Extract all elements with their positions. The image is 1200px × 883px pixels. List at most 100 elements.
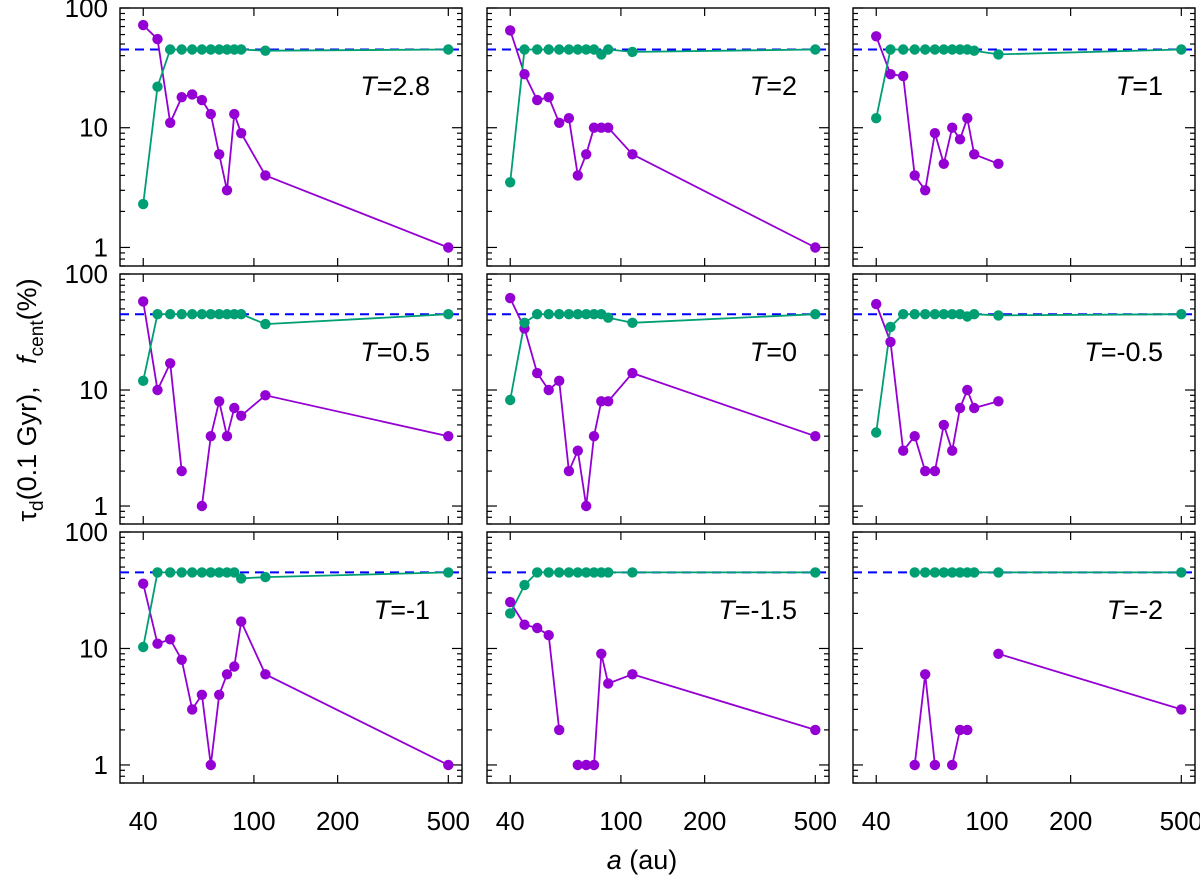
tau-series-point <box>954 724 966 736</box>
x-tick-label: 500 <box>794 806 837 836</box>
tau-series-point <box>938 158 949 169</box>
fcent-series-point <box>810 44 821 55</box>
tau-series-point <box>627 669 638 680</box>
fcent-series-line <box>875 313 1182 433</box>
panel-4: 1 10 100 T=0.5 <box>65 259 463 525</box>
tau-series-point <box>962 724 973 736</box>
tau-series-point <box>929 465 941 477</box>
panel-label-value: =-1 <box>390 595 430 625</box>
tau-series-line <box>913 674 936 766</box>
fcent-series-point <box>885 321 896 333</box>
tau-series-point <box>505 25 516 36</box>
fcent-series-point <box>603 44 614 55</box>
fcent-series-point <box>176 567 187 578</box>
fcent-series-point <box>221 44 233 55</box>
tau-series-point <box>810 724 821 736</box>
tau-series-point <box>810 242 821 253</box>
fcent-series-point <box>572 309 583 320</box>
x-tick-label: 40 <box>129 806 158 836</box>
panel-3: T=1 <box>852 7 1196 267</box>
tau-series-point <box>221 431 233 442</box>
tau-series-point <box>885 336 896 348</box>
fcent-series-point <box>532 567 543 578</box>
fcent-series-point <box>993 49 1004 60</box>
fcent-series-point <box>929 309 941 320</box>
fcent-series-point <box>993 310 1004 321</box>
tau-series-point <box>505 292 516 304</box>
fcent-series-point <box>627 317 638 328</box>
tau-series-point <box>176 92 187 103</box>
tau-series-point <box>532 367 543 379</box>
fcent-series-point <box>554 44 565 55</box>
panel-label-value: =1 <box>1132 71 1163 101</box>
fcent-series-point <box>920 567 931 578</box>
tau-series-point <box>993 648 1004 659</box>
fcent-series-point <box>581 567 592 578</box>
tau-series-point <box>627 149 638 160</box>
fcent-series-point <box>236 573 247 584</box>
fcent-series-point <box>1176 309 1187 320</box>
fcent-series-point <box>165 309 176 320</box>
tau-series-point <box>214 689 225 700</box>
tau-series-point <box>572 759 583 771</box>
fcent-series-point <box>810 567 821 578</box>
tau-series-point <box>221 669 233 680</box>
fcent-series-point <box>554 567 565 578</box>
tau-series-point <box>898 445 909 456</box>
panel-frame <box>486 531 830 784</box>
tau-series-line <box>509 601 561 730</box>
fcent-series-point <box>909 309 920 320</box>
fcent-series-point <box>260 318 271 330</box>
tau-series-point <box>627 367 638 379</box>
tau-series-point <box>152 384 163 396</box>
fcent-series-point <box>810 309 821 320</box>
tau-series-point <box>596 648 607 659</box>
x-title-unit: (au) <box>622 845 678 875</box>
y-tick-label: 100 <box>65 0 108 23</box>
tau-series-point <box>938 419 949 431</box>
fcent-series-point <box>588 44 600 55</box>
tau-series-point <box>229 108 240 120</box>
fcent-series-point <box>221 567 233 578</box>
y-title-tau-sub: d <box>27 500 48 511</box>
fcent-series-point <box>260 45 271 56</box>
fcent-series-point <box>563 567 575 578</box>
tau-series-point <box>221 185 233 196</box>
y-title-tau: τ <box>12 511 42 522</box>
fcent-series-point <box>196 567 208 578</box>
fcent-series-point <box>221 309 233 320</box>
panel-label-symbol: T <box>1107 595 1126 625</box>
panel-label: T=-2 <box>1107 595 1163 625</box>
panel-label: T=-1 <box>374 595 430 625</box>
fcent-series-point <box>1176 44 1187 55</box>
tau-series-line <box>509 297 816 507</box>
fcent-series-point <box>236 44 247 55</box>
fcent-series-point <box>588 567 600 578</box>
tau-series-point <box>947 759 958 771</box>
fcent-series-point <box>205 309 216 320</box>
tau-series-point <box>196 94 208 106</box>
tau-series-point <box>138 296 149 307</box>
panel-label-symbol: T <box>360 71 379 101</box>
fcent-series-point <box>947 567 958 578</box>
panel-5: T=0 <box>486 273 830 525</box>
panel-label: T=1 <box>1116 71 1163 101</box>
fcent-series-point <box>929 44 941 55</box>
tau-series-point <box>236 128 247 139</box>
y-tick-label: 1 <box>94 232 108 262</box>
fcent-series-point <box>519 579 530 591</box>
fcent-series-point <box>543 309 554 320</box>
panel-label-value: =-1.5 <box>735 595 797 625</box>
panel-6: T=-0.5 <box>852 273 1196 525</box>
svg-text:a (au): a (au) <box>607 845 678 875</box>
fcent-series-point <box>505 177 516 188</box>
fcent-series-point <box>871 113 882 124</box>
tau-series-point <box>519 69 530 80</box>
fcent-series-point <box>187 567 198 578</box>
y-tick-label: 10 <box>79 633 108 663</box>
fcent-series-point <box>627 567 638 578</box>
fcent-series-point <box>920 309 931 320</box>
fcent-series-point <box>563 309 575 320</box>
tau-series-point <box>176 465 187 477</box>
